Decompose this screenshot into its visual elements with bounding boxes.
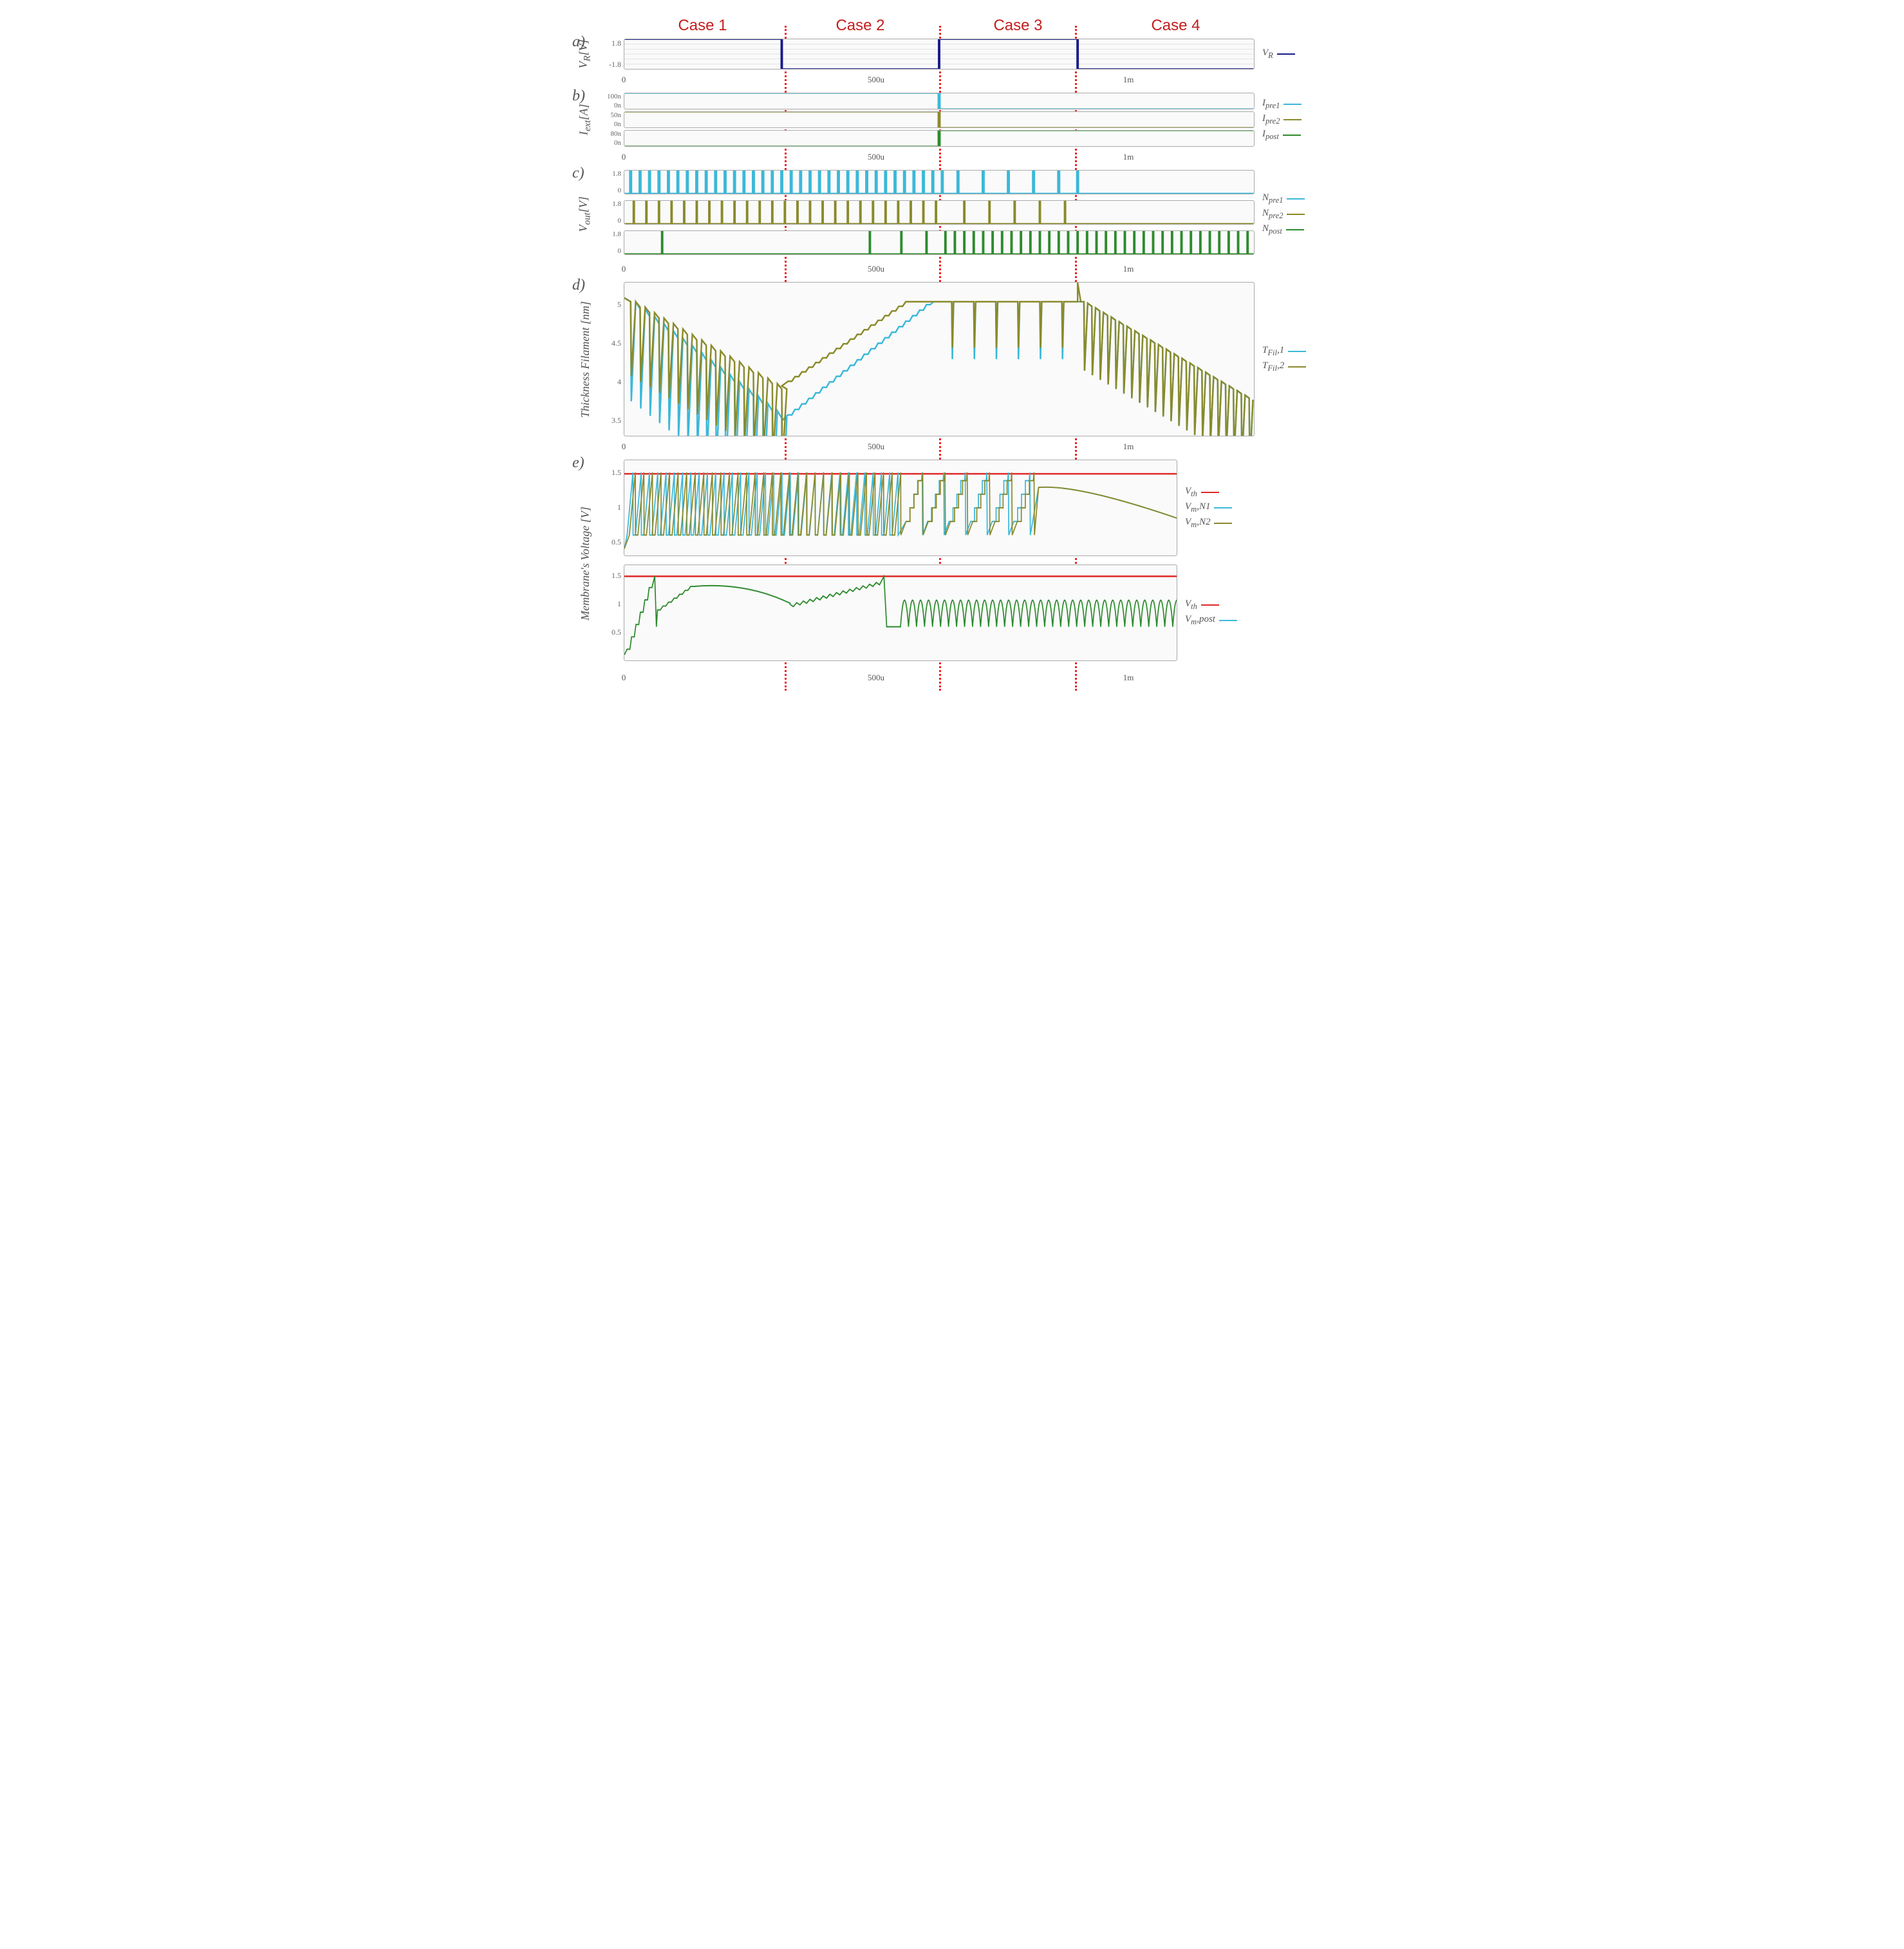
- panel-d-ylabel: Thickness Filament [nm]: [579, 301, 592, 418]
- case-label-4: Case 4: [1097, 17, 1255, 35]
- panel-a-legend: VR: [1255, 39, 1332, 70]
- legend-item: Npost: [1262, 223, 1332, 236]
- legend-item: Ipost: [1262, 129, 1332, 142]
- panel-c-stack: 1.801.801.80: [598, 170, 1255, 259]
- panel-e-ylabel: Membrane's Voltage [V]: [579, 507, 592, 620]
- panel-d-label: d): [572, 277, 585, 294]
- panel-d-yticks: 54.543.5: [598, 282, 624, 436]
- panel-e: e) Membrane's Voltage [V] 1.510.5VthVm,N…: [572, 460, 1332, 667]
- panel-c-legend: Npre1 Npre2 Npost: [1255, 170, 1332, 259]
- panel-a: a) VR[V] 1.8-1.8 VR: [572, 39, 1332, 70]
- panel-c-ylabel: Vout[V]: [577, 196, 593, 232]
- panel-a-ylabel: VR[V]: [577, 39, 593, 68]
- case-label-2: Case 2: [781, 17, 939, 35]
- panel-b-ylabel: Iext[A]: [577, 104, 593, 136]
- panel-c: c) Vout[V] 1.801.801.80 Npre1Npre2Npost: [572, 170, 1332, 259]
- panel-d: d) Thickness Filament [nm] 54.543.5 TFil…: [572, 282, 1332, 436]
- legend-item: TFil,1: [1262, 345, 1332, 358]
- panel-b: b) Iext[A] 100n0n50n0n80n0n Ipre1Ipre2Ip…: [572, 93, 1332, 147]
- legend-item: VR: [1262, 48, 1332, 61]
- panel-e-label: e): [572, 454, 584, 472]
- case-label-3: Case 3: [939, 17, 1097, 35]
- case-header: Case 1 Case 2 Case 3 Case 4: [572, 13, 1332, 39]
- case-label-1: Case 1: [624, 17, 781, 35]
- panel-b-label: b): [572, 88, 585, 105]
- panel-e-stack: 1.510.5VthVm,N1Vm,N21.510.5VthVm,post: [598, 460, 1255, 667]
- panel-a-plot: [624, 39, 1255, 70]
- panel-d-plot: [624, 282, 1255, 436]
- panel-d-legend: TFil,1 TFil,2: [1255, 282, 1332, 436]
- legend-item: Npre2: [1262, 208, 1332, 221]
- panel-b-stack: 100n0n50n0n80n0n: [598, 93, 1255, 147]
- legend-item: Ipre2: [1262, 113, 1332, 126]
- panel-c-label: c): [572, 165, 584, 182]
- legend-item: Ipre1: [1262, 98, 1332, 111]
- legend-item: TFil,2: [1262, 360, 1332, 373]
- legend-item: Npre1: [1262, 192, 1332, 205]
- panel-b-legend: Ipre1 Ipre2 Ipost: [1255, 93, 1332, 147]
- figure-container: Case 1 Case 2 Case 3 Case 4 a) VR[V] 1.8…: [566, 0, 1338, 704]
- panel-a-yticks: 1.8-1.8: [598, 39, 624, 70]
